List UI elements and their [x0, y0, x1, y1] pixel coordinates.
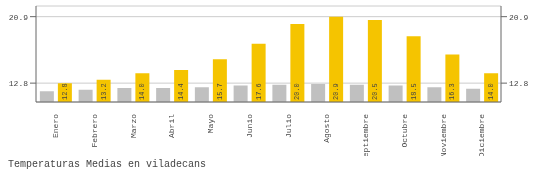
svg-text:20.9: 20.9	[9, 13, 28, 22]
svg-text:14.0: 14.0	[487, 83, 495, 100]
svg-text:Agosto: Agosto	[322, 114, 331, 143]
svg-text:14.4: 14.4	[177, 83, 185, 100]
svg-text:Julio: Julio	[284, 114, 293, 138]
svg-text:14.0: 14.0	[138, 83, 146, 100]
svg-text:Junio: Junio	[245, 114, 254, 138]
svg-text:20.0: 20.0	[293, 83, 301, 100]
svg-text:Noviembre: Noviembre	[439, 114, 448, 156]
svg-text:18.5: 18.5	[410, 83, 418, 100]
svg-text:Mayo: Mayo	[206, 114, 215, 133]
html-text:Temperaturas Medias en viladec: Temperaturas Medias en viladecans	[8, 159, 206, 170]
svg-text:17.6: 17.6	[255, 83, 263, 100]
svg-text:Febrero: Febrero	[90, 114, 99, 148]
svg-text:15.7: 15.7	[216, 83, 224, 100]
svg-text:Enero: Enero	[51, 114, 60, 138]
svg-text:12.8: 12.8	[509, 79, 528, 88]
svg-text:20.5: 20.5	[371, 83, 379, 100]
svg-text:Diciembre: Diciembre	[477, 114, 486, 156]
svg-text:20.9: 20.9	[509, 13, 528, 22]
svg-text:Octubre: Octubre	[400, 114, 409, 148]
svg-text:13.2: 13.2	[100, 83, 108, 100]
svg-text:Septiembre: Septiembre	[361, 114, 370, 156]
svg-text:12.8: 12.8	[61, 83, 69, 100]
svg-text:16.3: 16.3	[448, 83, 456, 100]
svg-text:20.9: 20.9	[332, 83, 340, 100]
svg-text:Marzo: Marzo	[129, 114, 138, 138]
svg-text:Abril: Abril	[167, 114, 176, 138]
svg-text:12.8: 12.8	[9, 79, 28, 88]
